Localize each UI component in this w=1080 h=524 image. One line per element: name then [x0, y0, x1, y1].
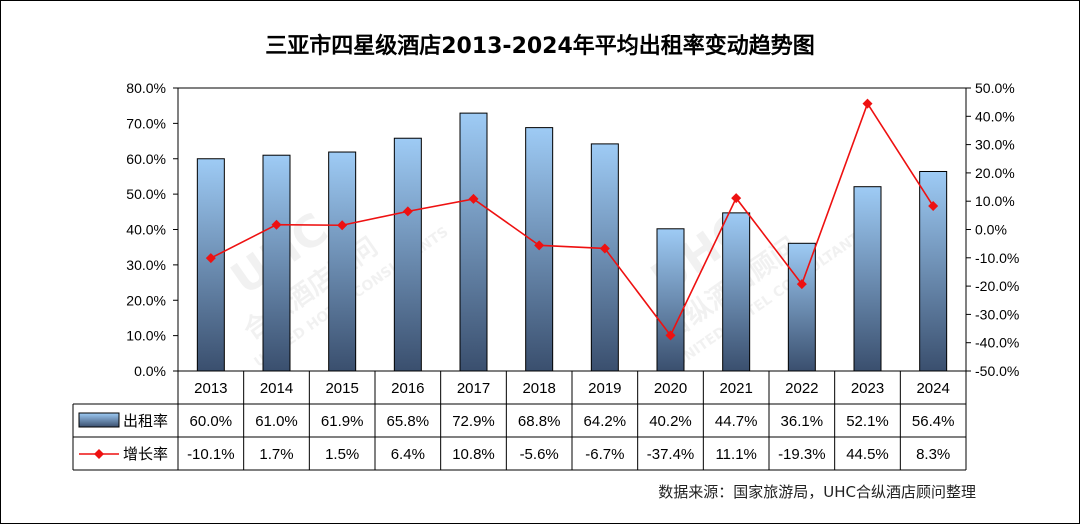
x-tick-label: 2019: [588, 380, 621, 397]
x-tick-label: 2020: [654, 380, 687, 397]
legend-line-marker: [94, 449, 104, 459]
growth-point-2016: [402, 206, 413, 217]
bar-2017: [459, 112, 488, 372]
y-left-tick-label: 40.0%: [126, 222, 166, 238]
bar-2021: [722, 212, 751, 372]
growth-value-label: -6.7%: [585, 446, 624, 463]
bar-value-label: 52.1%: [846, 413, 889, 430]
growth-point-2020: [665, 330, 676, 341]
legend-bar-swatch: [78, 412, 120, 428]
growth-value-label: -37.4%: [647, 446, 695, 463]
y-right-tick-label: -30.0%: [975, 306, 1019, 322]
bar-2019: [590, 143, 619, 372]
bar-value-label: 60.0%: [190, 413, 233, 430]
x-tick-label: 2021: [719, 380, 752, 397]
bar-value-label: 61.0%: [255, 413, 298, 430]
growth-point-2019: [599, 243, 610, 254]
bar-value-label: 36.1%: [781, 413, 824, 430]
x-tick-label: 2013: [194, 380, 227, 397]
growth-point-2017: [468, 193, 479, 204]
x-tick-label: 2018: [522, 380, 555, 397]
y-right-tick-label: 40.0%: [975, 108, 1015, 124]
growth-value-label: 44.5%: [846, 446, 889, 463]
y-left-tick-label: 20.0%: [126, 292, 166, 308]
y-right-tick-label: -40.0%: [975, 335, 1019, 351]
growth-point-2018: [534, 240, 545, 251]
y-left-tick-label: 60.0%: [126, 151, 166, 167]
bar-2013: [196, 158, 225, 372]
growth-point-2023: [862, 98, 873, 109]
bar-value-label: 64.2%: [584, 413, 627, 430]
bar-2015: [328, 151, 357, 372]
chart-title: 三亚市四星级酒店2013-2024年平均出租率变动趋势图: [265, 34, 815, 59]
bar-value-label: 72.9%: [452, 413, 495, 430]
x-tick-label: 2023: [851, 380, 884, 397]
growth-value-label: 8.3%: [916, 446, 950, 463]
x-tick-label: 2016: [391, 380, 424, 397]
growth-point-2015: [337, 220, 348, 231]
y-left-tick-label: 80.0%: [126, 80, 166, 96]
growth-value-label: -10.1%: [187, 446, 235, 463]
x-tick-label: 2022: [785, 380, 818, 397]
growth-point-2022: [796, 279, 807, 290]
bar-value-label: 40.2%: [649, 413, 692, 430]
growth-value-label: 10.8%: [452, 446, 495, 463]
y-right-tick-label: 20.0%: [975, 165, 1015, 181]
growth-value-label: -5.6%: [520, 446, 559, 463]
growth-point-2013: [205, 253, 216, 264]
bar-2022: [787, 242, 816, 372]
x-tick-label: 2015: [325, 380, 358, 397]
bar-value-label: 44.7%: [715, 413, 758, 430]
bar-2014: [262, 154, 291, 372]
x-tick-label: 2017: [457, 380, 490, 397]
bar-value-label: 61.9%: [321, 413, 364, 430]
growth-point-2024: [928, 201, 939, 212]
growth-value-label: 11.1%: [715, 446, 756, 463]
y-left-tick-label: 50.0%: [126, 186, 166, 202]
legend-bar-label: 出租率: [123, 412, 168, 430]
bar-value-label: 56.4%: [912, 413, 955, 430]
growth-point-2014: [271, 219, 282, 230]
growth-value-label: 1.5%: [325, 446, 359, 463]
bar-2023: [853, 186, 882, 372]
source-note: 数据来源：国家旅游局，UHC合纵酒店顾问整理: [658, 483, 976, 501]
bar-2016: [393, 137, 422, 372]
y-right-tick-label: 0.0%: [975, 222, 1007, 238]
legend-line-label: 增长率: [123, 445, 168, 463]
x-tick-label: 2014: [260, 380, 293, 397]
growth-value-label: 1.7%: [259, 446, 293, 463]
y-right-tick-label: -50.0%: [975, 363, 1019, 379]
growth-line: [210, 101, 934, 337]
y-right-tick-label: 50.0%: [975, 80, 1015, 96]
y-left-tick-label: 70.0%: [126, 115, 166, 131]
bar-value-label: 68.8%: [518, 413, 561, 430]
bar-value-label: 65.8%: [387, 413, 430, 430]
y-left-tick-label: 10.0%: [126, 328, 166, 344]
growth-point-2021: [731, 193, 742, 204]
y-left-tick-label: 30.0%: [126, 257, 166, 273]
y-right-tick-label: 10.0%: [975, 193, 1015, 209]
y-right-tick-label: -10.0%: [975, 250, 1019, 266]
y-right-tick-label: -20.0%: [975, 278, 1019, 294]
bar-2020: [656, 228, 685, 372]
x-tick-label: 2024: [916, 380, 949, 397]
growth-value-label: 6.4%: [391, 446, 425, 463]
y-right-tick-label: 30.0%: [975, 137, 1015, 153]
growth-value-label: -19.3%: [778, 446, 826, 463]
y-left-tick-label: 0.0%: [134, 363, 166, 379]
